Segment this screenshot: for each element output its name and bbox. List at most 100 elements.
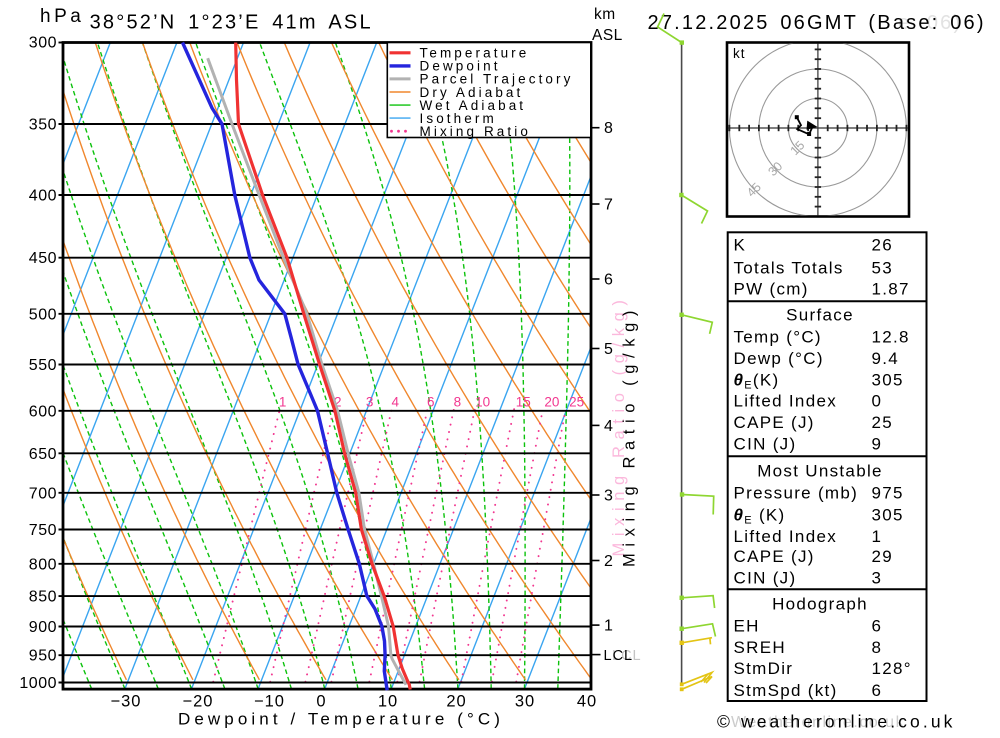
svg-text:θE(K): θE(K) xyxy=(734,370,780,391)
svg-text:8: 8 xyxy=(872,638,883,657)
svg-text:400: 400 xyxy=(29,188,57,205)
svg-text:800: 800 xyxy=(29,556,57,573)
svg-text:Lifted Index: Lifted Index xyxy=(734,527,838,546)
svg-text:−10: −10 xyxy=(254,693,285,711)
svg-text:Dewpoint: Dewpoint xyxy=(420,59,501,74)
svg-text:6: 6 xyxy=(427,395,435,410)
svg-text:750: 750 xyxy=(29,522,57,539)
svg-text:1: 1 xyxy=(279,395,287,410)
svg-text:10: 10 xyxy=(378,693,398,711)
svg-text:29: 29 xyxy=(872,547,894,566)
svg-text:27.12.2025 06GMT (Base: 06): 27.12.2025 06GMT (Base: 06) xyxy=(648,12,986,34)
svg-text:4: 4 xyxy=(604,418,614,435)
svg-text:Weatheronline.co.uk: Weatheronline.co.uk xyxy=(731,714,905,731)
svg-text:3: 3 xyxy=(872,568,883,587)
svg-text:θE (K): θE (K) xyxy=(734,506,786,527)
svg-text:3: 3 xyxy=(604,488,614,505)
svg-text:EH: EH xyxy=(734,617,760,636)
svg-text:950: 950 xyxy=(29,648,57,665)
svg-text:Mixing Ratio: Mixing Ratio xyxy=(420,124,531,139)
svg-text:Pressure (mb): Pressure (mb) xyxy=(734,484,859,503)
svg-text:km: km xyxy=(594,6,616,23)
svg-text:975: 975 xyxy=(872,484,904,503)
svg-text:Dry Adiabat: Dry Adiabat xyxy=(420,85,524,100)
svg-text:Surface: Surface xyxy=(786,306,854,325)
svg-text:© weatheronline.co.uk: © weatheronline.co.uk xyxy=(717,712,956,732)
svg-text:StmSpd (kt): StmSpd (kt) xyxy=(734,681,838,700)
svg-text:LCL: LCL xyxy=(612,648,642,664)
svg-text:10: 10 xyxy=(475,395,490,410)
svg-text:CAPE (J): CAPE (J) xyxy=(734,413,815,432)
svg-text:9: 9 xyxy=(872,434,883,453)
svg-text:hPa: hPa xyxy=(40,6,84,27)
svg-text:e: 06): e: 06) xyxy=(898,12,962,34)
svg-text:500: 500 xyxy=(29,306,57,323)
svg-text:900: 900 xyxy=(29,619,57,636)
svg-text:CAPE (J): CAPE (J) xyxy=(734,547,815,566)
svg-text:K: K xyxy=(734,236,747,255)
svg-text:Mixing Ratio (g/kg): Mixing Ratio (g/kg) xyxy=(610,294,628,557)
svg-text:Temp (°C): Temp (°C) xyxy=(734,328,822,347)
svg-text:128°: 128° xyxy=(872,659,912,678)
svg-text:2: 2 xyxy=(604,553,614,570)
svg-text:6: 6 xyxy=(604,272,614,289)
svg-text:Mixing Ratio (g/kg): Mixing Ratio (g/kg) xyxy=(621,304,639,567)
svg-text:20: 20 xyxy=(544,395,559,410)
svg-text:7: 7 xyxy=(604,197,614,214)
svg-text:−20: −20 xyxy=(183,693,214,711)
svg-text:305: 305 xyxy=(872,370,904,389)
svg-text:30: 30 xyxy=(515,693,535,711)
svg-text:53: 53 xyxy=(872,258,894,277)
svg-text:−30: −30 xyxy=(111,693,142,711)
svg-text:350: 350 xyxy=(29,117,57,134)
svg-text:Wet Adiabat: Wet Adiabat xyxy=(420,98,527,113)
svg-text:4: 4 xyxy=(391,395,399,410)
svg-text:550: 550 xyxy=(29,357,57,374)
svg-text:StmDir: StmDir xyxy=(734,659,794,678)
svg-text:850: 850 xyxy=(29,589,57,606)
svg-text:600: 600 xyxy=(29,403,57,420)
svg-text:Temperature: Temperature xyxy=(420,46,530,61)
svg-text:9.4: 9.4 xyxy=(872,349,900,368)
svg-text:15: 15 xyxy=(516,395,531,410)
svg-text:1000: 1000 xyxy=(19,675,57,692)
svg-text:20: 20 xyxy=(446,693,466,711)
svg-text:1: 1 xyxy=(604,618,614,635)
svg-text:0: 0 xyxy=(872,392,883,411)
svg-text:3: 3 xyxy=(366,395,374,410)
svg-text:Lifted Index: Lifted Index xyxy=(734,392,838,411)
svg-text:1: 1 xyxy=(872,527,883,546)
svg-text:6: 6 xyxy=(872,617,883,636)
svg-text:305: 305 xyxy=(872,506,904,525)
svg-text:PW (cm): PW (cm) xyxy=(734,280,809,299)
svg-text:2: 2 xyxy=(334,395,342,410)
svg-text:LCL: LCL xyxy=(604,648,634,664)
svg-text:kt: kt xyxy=(733,46,746,61)
svg-text:ASL: ASL xyxy=(592,27,623,44)
svg-text:Isotherm: Isotherm xyxy=(420,111,497,126)
svg-text:700: 700 xyxy=(29,485,57,502)
svg-text:6: 6 xyxy=(872,681,883,700)
svg-text:8: 8 xyxy=(604,120,614,137)
svg-text:Dewpoint / Temperature (°C): Dewpoint / Temperature (°C) xyxy=(178,710,504,729)
svg-text:0: 0 xyxy=(316,693,326,711)
svg-text:450: 450 xyxy=(29,250,57,267)
svg-text:SREH: SREH xyxy=(734,638,786,657)
svg-text:650: 650 xyxy=(29,446,57,463)
svg-text:Parcel Trajectory: Parcel Trajectory xyxy=(420,72,574,87)
svg-text:8: 8 xyxy=(454,395,462,410)
svg-text:CIN (J): CIN (J) xyxy=(734,434,797,453)
svg-text:Hodograph: Hodograph xyxy=(772,595,868,614)
svg-text:Dewp (°C): Dewp (°C) xyxy=(734,349,824,368)
svg-text:25: 25 xyxy=(872,413,894,432)
svg-text:300: 300 xyxy=(29,35,57,52)
svg-text:40: 40 xyxy=(577,693,597,711)
svg-text:25: 25 xyxy=(569,395,584,410)
svg-text:Most Unstable: Most Unstable xyxy=(757,462,883,481)
svg-text:Totals Totals: Totals Totals xyxy=(734,258,844,277)
svg-text:38°52’N 1°23’E 41m ASL: 38°52’N 1°23’E 41m ASL xyxy=(90,12,373,34)
svg-text:26: 26 xyxy=(872,236,894,255)
svg-text:1.87: 1.87 xyxy=(872,280,910,299)
svg-text:CIN (J): CIN (J) xyxy=(734,568,797,587)
svg-text:12.8: 12.8 xyxy=(872,328,910,347)
